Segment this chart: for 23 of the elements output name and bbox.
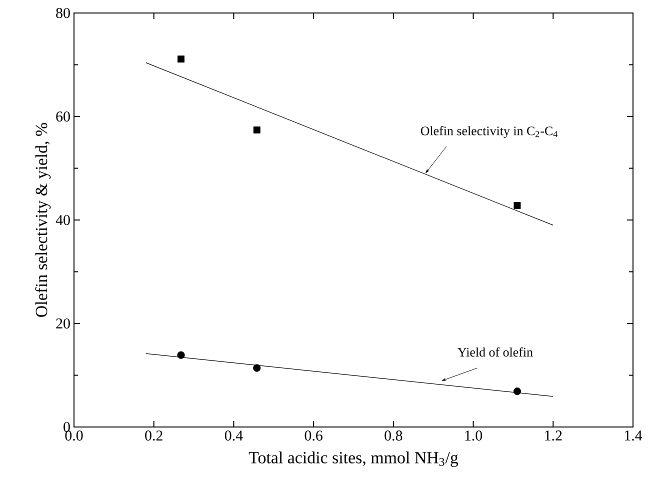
- x-tick-label: 0.6: [304, 430, 322, 441]
- x-tick-label: 0.2: [145, 430, 162, 441]
- point: [253, 364, 261, 372]
- annotation: Yield of olefin: [458, 347, 533, 357]
- y-axis-title: Olefin selectivity & yield, %: [35, 122, 51, 317]
- point: [178, 56, 184, 63]
- y-tick-label: 60: [56, 111, 70, 122]
- x-tick-label: 1.2: [545, 430, 562, 441]
- y-tick-label: 20: [56, 318, 70, 329]
- y-tick-label: 40: [56, 214, 70, 226]
- x-tick-label: 1.0: [465, 430, 482, 441]
- x-tick-label: 0.4: [224, 430, 243, 441]
- annotation: Olefin selectivity in C$_{2}$-C$_{4}$: [420, 126, 558, 138]
- point: [513, 388, 521, 396]
- x-tick-label: 0.8: [384, 430, 402, 441]
- point: [177, 351, 185, 359]
- x-axis-title: Total acidic sites, mmol NH$_{3}$/g: [248, 451, 458, 467]
- y-tick-label: 0: [64, 422, 70, 432]
- point: [253, 126, 260, 134]
- y-tick-label: 80: [56, 8, 70, 18]
- x-tick-label: 0.0: [65, 430, 83, 441]
- x-tick-label: 1.4: [624, 430, 642, 441]
- point: [514, 202, 521, 209]
